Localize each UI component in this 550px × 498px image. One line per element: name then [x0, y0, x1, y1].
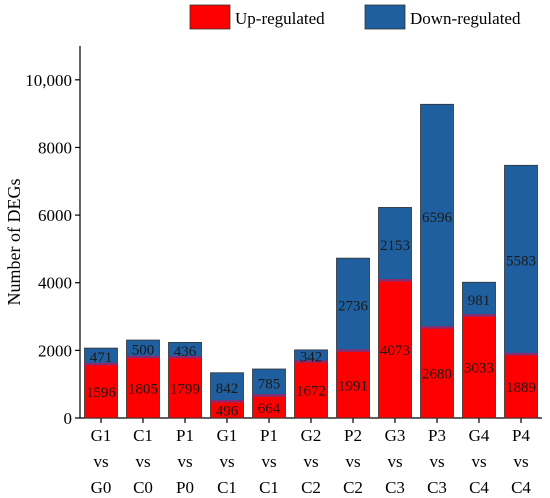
y-axis-title: Number of DEGs [4, 179, 24, 306]
bar-up-regulated [378, 279, 412, 419]
legend: Up-regulated Down-regulated [189, 4, 521, 30]
data-label-up: 4073 [380, 343, 410, 359]
x-tick-label: P0 [176, 478, 194, 497]
x-tick-label: C2 [301, 478, 321, 497]
data-label-up: 1672 [296, 384, 326, 400]
x-axis: G1 vs G0 C1 vs C0 P1 vs P0 G1 vs C1 P1 vs C1 G2 vs C2 P2 vs… [80, 417, 542, 497]
data-label-down: 471 [90, 350, 113, 366]
bar-up-regulated [294, 361, 328, 419]
data-label-up: 496 [216, 404, 239, 420]
x-tick-label: P1 [176, 426, 194, 445]
x-tick-label: vs [135, 452, 150, 471]
data-label-up: 2680 [422, 367, 452, 383]
y-tick-label: 6000 [38, 206, 72, 225]
data-label-down: 2153 [380, 238, 410, 254]
data-label-up: 1991 [338, 378, 368, 394]
x-tick-label: G3 [385, 426, 406, 445]
bar-down-regulated [504, 164, 538, 355]
bar-down-regulated [378, 207, 412, 281]
x-tick-label: vs [303, 452, 318, 471]
bar-down-regulated [336, 257, 370, 352]
x-tick-label: vs [429, 452, 444, 471]
data-labels: 1596 471 1805 500 1799 436 496 842 664 785 1672 342… [86, 210, 536, 420]
x-tick-label: G1 [217, 426, 238, 445]
x-tick-label: vs [177, 452, 192, 471]
data-label-up: 1889 [506, 380, 536, 396]
data-label-down: 342 [300, 350, 323, 366]
x-tick-label: C3 [427, 478, 447, 497]
bar-up-regulated [504, 353, 538, 419]
x-tick-label: P3 [428, 426, 446, 445]
x-tick-label: C0 [133, 478, 153, 497]
x-tick-label: G1 [91, 426, 112, 445]
x-tick-label: vs [345, 452, 360, 471]
x-tick-label: P4 [512, 426, 530, 445]
legend-label: Up-regulated [235, 9, 325, 28]
bar-up-regulated [420, 326, 454, 419]
data-label-down: 785 [258, 376, 281, 392]
x-tick-label: C1 [133, 426, 153, 445]
bar-up-regulated [168, 356, 202, 419]
data-label-up: 1799 [170, 382, 200, 398]
x-tick-label: C1 [217, 478, 237, 497]
y-tick-label: 10,000 [25, 71, 72, 90]
legend-swatch [364, 4, 406, 30]
data-label-down: 2736 [338, 298, 369, 314]
legend-label: Down-regulated [410, 9, 521, 28]
data-label-down: 500 [132, 343, 155, 359]
data-label-down: 6596 [422, 210, 453, 226]
data-label-down: 981 [468, 293, 491, 309]
data-label-up: 1805 [128, 381, 158, 397]
data-label-down: 5583 [506, 254, 536, 270]
bar-up-regulated [126, 356, 160, 419]
x-tick-label: G2 [301, 426, 322, 445]
x-tick-label: P2 [344, 426, 362, 445]
data-label-down: 842 [216, 381, 239, 397]
legend-item-up-regulated: Up-regulated [189, 4, 325, 30]
legend-swatch [189, 4, 231, 30]
x-tick-label: vs [219, 452, 234, 471]
x-tick-label: C4 [511, 478, 531, 497]
bar-down-regulated [462, 281, 496, 316]
x-tick-label: vs [261, 452, 276, 471]
x-tick-label: C4 [469, 478, 489, 497]
y-tick-label: 0 [64, 409, 73, 428]
y-tick-label: 2000 [38, 341, 72, 360]
x-tick-label: vs [93, 452, 108, 471]
x-tick-label: G4 [469, 426, 490, 445]
data-label-up: 3033 [464, 361, 494, 377]
x-tick-label: C3 [385, 478, 405, 497]
x-tick-label: C2 [343, 478, 363, 497]
bars [84, 103, 538, 419]
x-tick-label: C1 [259, 478, 279, 497]
x-tick-label: vs [471, 452, 486, 471]
legend-item-down-regulated: Down-regulated [364, 4, 521, 30]
y-tick-label: 8000 [38, 138, 72, 157]
x-tick-label: G0 [91, 478, 112, 497]
x-tick-label: P1 [260, 426, 278, 445]
bar-down-regulated [210, 372, 244, 402]
data-label-down: 436 [174, 344, 197, 360]
x-tick-label: vs [513, 452, 528, 471]
bar-up-regulated [336, 350, 370, 419]
x-tick-label: vs [387, 452, 402, 471]
y-axis: 0 2000 4000 6000 8000 10,000 Number of DEGs [4, 46, 81, 428]
y-tick-label: 4000 [38, 274, 72, 293]
bar-down-regulated [420, 103, 454, 328]
data-label-up: 1596 [86, 385, 117, 401]
data-label-up: 664 [258, 401, 281, 417]
